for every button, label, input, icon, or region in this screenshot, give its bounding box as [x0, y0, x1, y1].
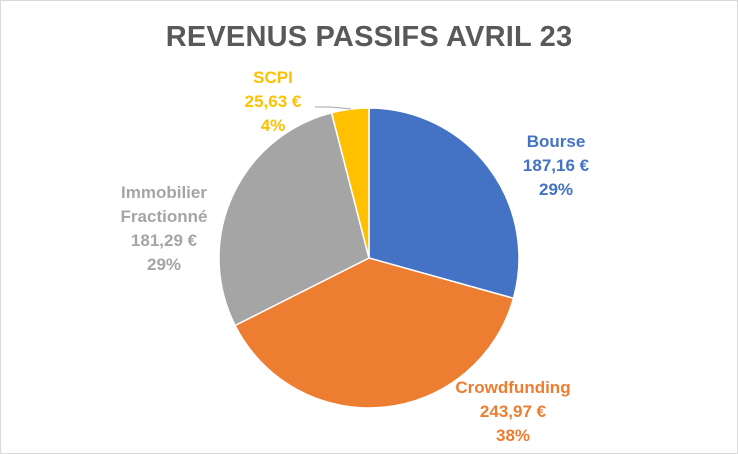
data-label-crowdfunding-name: Crowdfunding	[455, 378, 570, 397]
data-label-immobilier-fractionn--value: 181,29 €	[131, 231, 198, 250]
data-label-immobilier-fractionn--name: Immobilier	[121, 183, 207, 202]
data-label-scpi-percent: 4%	[261, 116, 286, 135]
leader-line-scpi	[315, 106, 352, 110]
data-label-scpi-value: 25,63 €	[245, 92, 302, 111]
pie-slice-crowdfunding	[234, 257, 515, 409]
data-label-bourse-value: 187,16 €	[523, 156, 590, 175]
data-label-bourse-percent: 29%	[539, 180, 573, 199]
data-label-scpi-name: SCPI	[253, 68, 293, 87]
data-label-bourse-name: Bourse	[527, 132, 586, 151]
data-label-crowdfunding-value: 243,97 €	[480, 402, 547, 421]
data-label-crowdfunding-percent: 38%	[496, 426, 530, 445]
pie-slice-bourse	[368, 107, 520, 300]
pie-slice-immobilier-fractionn-	[218, 111, 370, 327]
data-label-immobilier-fractionn--percent: 29%	[147, 255, 181, 274]
data-label-immobilier-fractionn--name: Fractionné	[121, 207, 208, 226]
chart-title: REVENUS PASSIFS AVRIL 23	[165, 21, 573, 53]
